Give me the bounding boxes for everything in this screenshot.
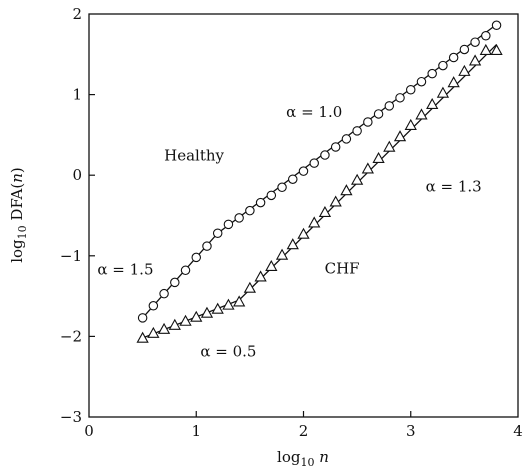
data-point-triangle bbox=[479, 43, 492, 55]
data-point-circle bbox=[309, 158, 319, 168]
data-point-circle bbox=[266, 190, 277, 201]
y-tick-label: 1 bbox=[72, 86, 82, 104]
annotation: α = 1.3 bbox=[426, 177, 482, 195]
data-point-triangle bbox=[490, 43, 503, 55]
data-point-triangle bbox=[404, 118, 417, 130]
data-point-triangle bbox=[222, 298, 235, 310]
data-point-circle bbox=[352, 126, 362, 136]
data-point-circle bbox=[373, 109, 384, 119]
data-point-circle bbox=[481, 31, 491, 41]
data-point-triangle bbox=[211, 302, 224, 314]
data-point-triangle bbox=[383, 140, 396, 152]
data-point-triangle bbox=[254, 270, 267, 282]
data-point-triangle bbox=[350, 173, 364, 185]
data-points bbox=[136, 20, 503, 343]
data-point-triangle bbox=[468, 54, 482, 66]
data-point-triangle bbox=[372, 151, 385, 163]
data-point-triangle bbox=[361, 162, 374, 174]
data-point-triangle bbox=[297, 227, 310, 239]
data-point-circle bbox=[137, 313, 148, 323]
data-point-circle bbox=[245, 205, 255, 216]
data-point-circle bbox=[330, 142, 341, 152]
data-point-triangle bbox=[393, 130, 407, 142]
x-axis-label: log10 n bbox=[277, 448, 329, 469]
x-tick-label: 3 bbox=[406, 422, 416, 440]
data-point-circle bbox=[405, 85, 416, 95]
data-point-triangle bbox=[447, 76, 460, 88]
data-point-circle bbox=[212, 228, 223, 238]
data-point-triangle bbox=[318, 205, 332, 217]
data-point-circle bbox=[255, 197, 266, 208]
y-tick-label: −2 bbox=[60, 327, 82, 345]
y-tick-label: −3 bbox=[60, 408, 82, 426]
data-point-circle bbox=[491, 20, 502, 31]
data-point-circle bbox=[395, 93, 405, 103]
annotation: α = 0.5 bbox=[200, 343, 256, 361]
data-point-triangle bbox=[340, 184, 353, 196]
data-point-triangle bbox=[436, 86, 450, 98]
data-point-circle bbox=[459, 44, 470, 55]
data-point-triangle bbox=[168, 318, 181, 330]
data-point-circle bbox=[223, 219, 234, 230]
data-point-circle bbox=[438, 60, 448, 71]
plot-frame bbox=[88, 13, 519, 418]
y-axis-label: log10 DFA(n) bbox=[8, 167, 29, 263]
data-point-circle bbox=[341, 134, 352, 144]
annotation: CHF bbox=[325, 260, 360, 278]
data-point-circle bbox=[148, 301, 159, 311]
data-point-triangle bbox=[190, 310, 203, 322]
data-point-circle bbox=[363, 117, 373, 127]
annotations: Healthy α = 1.0 α = 1.5 CHF α = 1.3 α = 0.5 bbox=[97, 103, 481, 360]
data-point-triangle bbox=[426, 97, 439, 109]
data-point-triangle bbox=[147, 326, 160, 338]
y-tick-label: 0 bbox=[72, 166, 82, 184]
data-point-circle bbox=[170, 277, 180, 288]
data-point-circle bbox=[288, 174, 298, 184]
data-point-triangle bbox=[458, 64, 471, 76]
axis-ticks: 0 1 2 3 4 −3 −2 −1 0 1 2 bbox=[60, 5, 523, 440]
y-tick-label: −1 bbox=[60, 247, 82, 265]
data-point-circle bbox=[191, 252, 202, 263]
data-point-triangle bbox=[286, 238, 299, 250]
data-point-circle bbox=[202, 241, 212, 251]
data-point-circle bbox=[320, 150, 330, 160]
data-point-triangle bbox=[179, 314, 192, 326]
data-point-triangle bbox=[233, 295, 246, 307]
data-point-triangle bbox=[136, 331, 149, 343]
data-point-circle bbox=[384, 101, 395, 111]
x-tick-label: 0 bbox=[84, 422, 94, 440]
data-point-circle bbox=[298, 166, 309, 176]
x-tick-label: 4 bbox=[513, 422, 523, 440]
data-point-circle bbox=[448, 52, 459, 63]
data-point-circle bbox=[159, 288, 169, 299]
data-point-triangle bbox=[157, 322, 171, 334]
annotation: α = 1.0 bbox=[286, 103, 342, 121]
data-point-circle bbox=[180, 265, 191, 276]
data-point-circle bbox=[416, 76, 427, 87]
data-point-triangle bbox=[415, 108, 428, 120]
data-point-circle bbox=[470, 37, 480, 47]
data-point-triangle bbox=[265, 259, 278, 271]
data-point-triangle bbox=[243, 281, 257, 293]
data-point-triangle bbox=[308, 216, 321, 228]
y-tick-label: 2 bbox=[72, 5, 82, 23]
x-tick-label: 1 bbox=[191, 422, 201, 440]
data-point-triangle bbox=[329, 195, 342, 207]
data-point-triangle bbox=[275, 248, 289, 260]
data-point-triangle bbox=[200, 306, 214, 318]
data-point-circle bbox=[427, 68, 437, 79]
annotation: α = 1.5 bbox=[97, 260, 153, 278]
data-point-circle bbox=[234, 213, 244, 223]
x-tick-label: 2 bbox=[299, 422, 309, 440]
annotation: Healthy bbox=[164, 147, 224, 165]
data-point-circle bbox=[277, 182, 287, 193]
